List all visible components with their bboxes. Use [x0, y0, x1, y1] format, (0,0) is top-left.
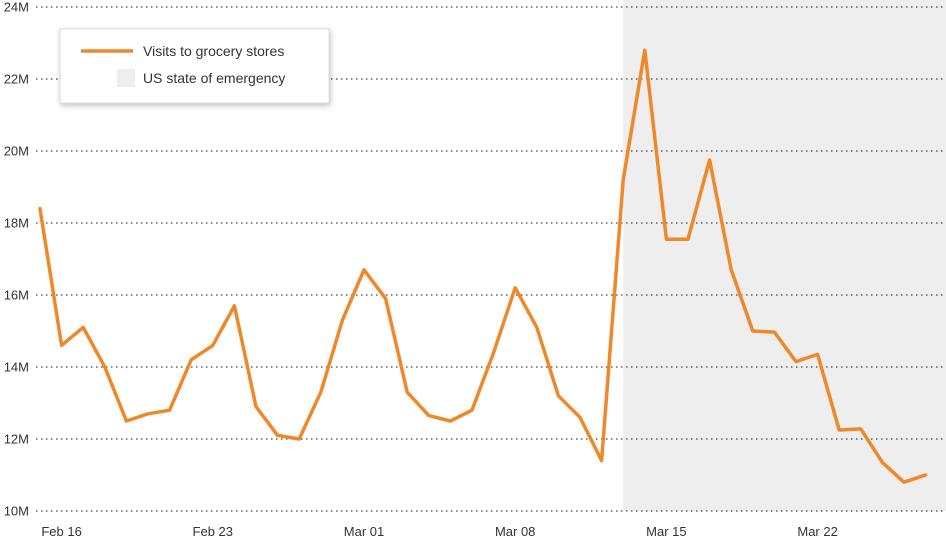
x-axis: Feb 16 Feb 23 Mar 01 Mar 08 Mar 15 Mar 22 [41, 524, 837, 537]
y-tick-label: 12M [4, 432, 29, 447]
y-tick-label: 10M [4, 504, 29, 519]
x-tick-label: Mar 22 [797, 524, 837, 537]
x-tick-label: Mar 01 [344, 524, 384, 537]
legend-label-band: US state of emergency [143, 70, 285, 86]
x-tick-label: Mar 08 [495, 524, 535, 537]
y-tick-label: 16M [4, 288, 29, 303]
grocery-visits-line [38, 48, 928, 484]
state-of-emergency-band [623, 0, 946, 511]
y-tick-label: 14M [4, 360, 29, 375]
y-tick-label: 22M [4, 72, 29, 87]
y-tick-label: 24M [4, 0, 29, 15]
y-tick-label: 18M [4, 216, 29, 231]
legend: Visits to grocery stores US state of eme… [59, 28, 330, 104]
legend-label-series: Visits to grocery stores [143, 43, 284, 59]
y-axis: 10M 12M 14M 16M 18M 20M 22M 24M [4, 0, 29, 519]
legend-band-swatch [117, 69, 135, 87]
x-tick-label: Feb 23 [193, 524, 233, 537]
x-tick-label: Mar 15 [646, 524, 686, 537]
legend-box [59, 28, 330, 104]
x-tick-label: Feb 16 [41, 524, 81, 537]
y-tick-label: 20M [4, 144, 29, 159]
gridlines [36, 6, 946, 512]
